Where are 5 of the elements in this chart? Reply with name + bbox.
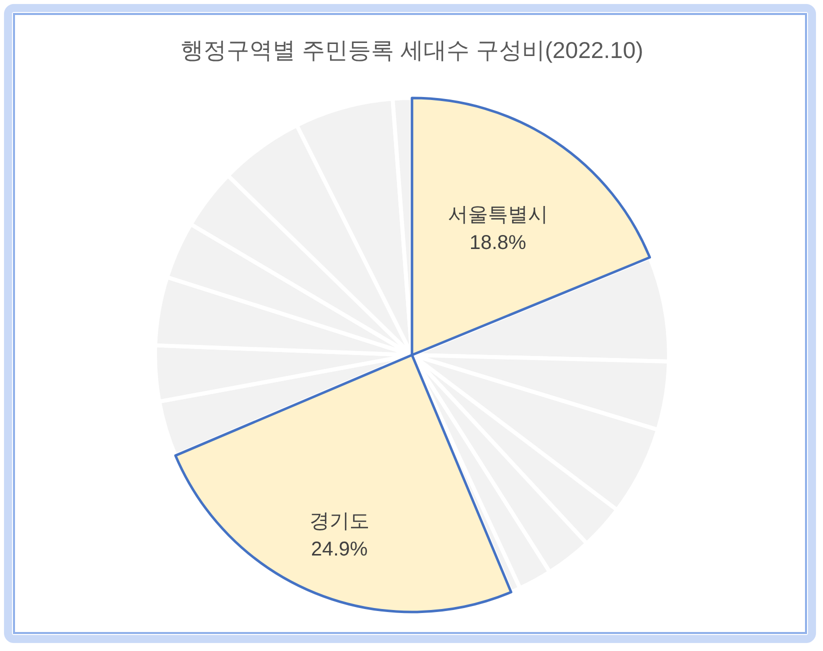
slice-label: 서울특별시 [448,204,548,226]
slice-label: 경기도 [309,510,370,533]
chart-title: 행정구역별 주민등록 세대수 구성비(2022.10) [180,37,644,63]
data-label: 24.9% [311,538,368,561]
data-label: 18.8% [470,232,526,254]
